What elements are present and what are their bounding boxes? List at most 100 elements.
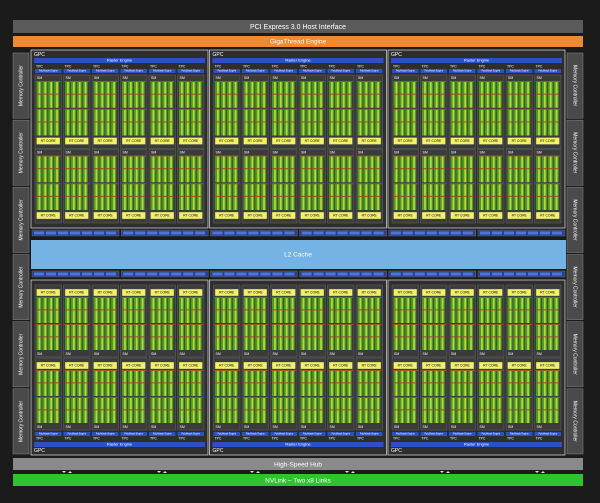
register-band xyxy=(139,93,145,95)
register-band xyxy=(215,382,221,384)
crossbar-unit xyxy=(224,231,235,235)
sm-cache-line xyxy=(450,397,475,398)
rt-core xyxy=(535,361,560,370)
register-band xyxy=(272,93,278,95)
tensor-cores xyxy=(348,325,351,350)
tensor-cores xyxy=(498,82,501,108)
register-band xyxy=(156,309,162,311)
tpc-label: TPC xyxy=(150,64,157,68)
tensor-cores xyxy=(498,156,501,183)
memory-controller xyxy=(12,187,30,253)
crossbar-unit xyxy=(504,272,514,276)
tensor-cores xyxy=(135,325,138,350)
tensor-cores xyxy=(320,82,322,108)
register-band xyxy=(122,409,128,411)
tensor-cores xyxy=(359,325,362,350)
register-band xyxy=(439,409,445,411)
register-band xyxy=(468,336,474,338)
tensor-cores xyxy=(291,398,294,423)
tensor-cores xyxy=(549,371,552,396)
register-band xyxy=(255,168,261,170)
register-band xyxy=(479,168,485,170)
rt-core xyxy=(535,288,560,297)
polymorph-label: PolyMorph Engine xyxy=(453,433,472,436)
tpc-label: TPC xyxy=(36,436,43,440)
tensor-cores xyxy=(555,398,558,423)
register-band xyxy=(433,309,439,311)
tensor-cores xyxy=(72,156,75,183)
tensor-cores xyxy=(67,156,69,183)
memory-controller-label: Memory Controller xyxy=(572,401,578,442)
tensor-cores xyxy=(486,325,489,350)
raster-engine-label: Raster Engine xyxy=(464,58,490,63)
tensor-cores xyxy=(84,398,87,423)
tensor-cores xyxy=(101,156,104,183)
sm-cache-line xyxy=(535,370,560,371)
tensor-cores xyxy=(515,325,518,350)
tensor-cores xyxy=(555,82,558,108)
polymorph-label: PolyMorph Engine xyxy=(538,70,557,73)
tensor-cores xyxy=(486,184,489,210)
tensor-cores xyxy=(78,184,81,210)
tensor-cores xyxy=(538,325,540,350)
register-band xyxy=(363,336,369,338)
tensor-cores xyxy=(192,82,195,108)
tensor-cores xyxy=(395,156,398,183)
polymorph-label: PolyMorph Engine xyxy=(181,433,200,436)
register-band xyxy=(162,409,168,411)
tensor-cores xyxy=(198,398,201,423)
register-band xyxy=(42,309,48,311)
tensor-cores xyxy=(486,298,489,323)
register-band xyxy=(156,195,162,198)
rt-core xyxy=(478,361,503,370)
rt-core xyxy=(421,137,446,145)
register-band xyxy=(48,121,54,123)
raster-engine xyxy=(391,58,562,63)
register-band xyxy=(133,309,139,311)
register-band xyxy=(519,336,525,338)
tensor-cores xyxy=(498,184,501,210)
register-band xyxy=(427,168,433,170)
tensor-cores xyxy=(470,398,472,423)
register-band xyxy=(65,195,71,198)
register-band xyxy=(277,309,283,311)
tensor-cores xyxy=(274,325,276,350)
sm-label: SM xyxy=(216,76,221,80)
tensor-cores xyxy=(50,82,53,108)
crossbar-unit xyxy=(34,272,44,276)
polymorph-label: PolyMorph Engine xyxy=(124,433,143,436)
register-band xyxy=(122,195,128,198)
register-band xyxy=(184,382,190,384)
tensor-cores xyxy=(95,398,98,423)
tensor-cores xyxy=(314,325,317,350)
crossbar-unit xyxy=(135,231,146,235)
register-band xyxy=(393,195,399,198)
tensor-cores xyxy=(470,82,472,108)
rt-core-label: RT CORE xyxy=(155,290,171,294)
tensor-cores xyxy=(429,109,432,136)
tensor-cores xyxy=(56,371,58,396)
tensor-cores xyxy=(101,109,104,136)
register-band xyxy=(427,309,433,311)
tensor-cores xyxy=(377,156,379,183)
register-band xyxy=(405,195,411,198)
tensor-cores xyxy=(543,298,546,323)
tensor-cores xyxy=(464,398,467,423)
register-band xyxy=(496,336,502,338)
register-band xyxy=(346,409,352,411)
tensor-cores xyxy=(152,398,155,423)
sm-label: SM xyxy=(394,76,399,80)
tensor-cores xyxy=(320,371,322,396)
register-band xyxy=(243,195,249,198)
sm-cache-line xyxy=(357,297,382,298)
sm-cache-line xyxy=(214,81,239,82)
sm-cache-line xyxy=(178,108,203,110)
tensor-cores xyxy=(44,82,47,108)
sm-cache-line xyxy=(214,397,239,398)
rt-core xyxy=(36,211,61,220)
tensor-cores xyxy=(336,109,339,136)
sm-cache-line xyxy=(93,297,118,298)
sm-cache-line xyxy=(36,155,61,157)
register-band xyxy=(162,195,168,198)
rt-core xyxy=(271,361,296,370)
